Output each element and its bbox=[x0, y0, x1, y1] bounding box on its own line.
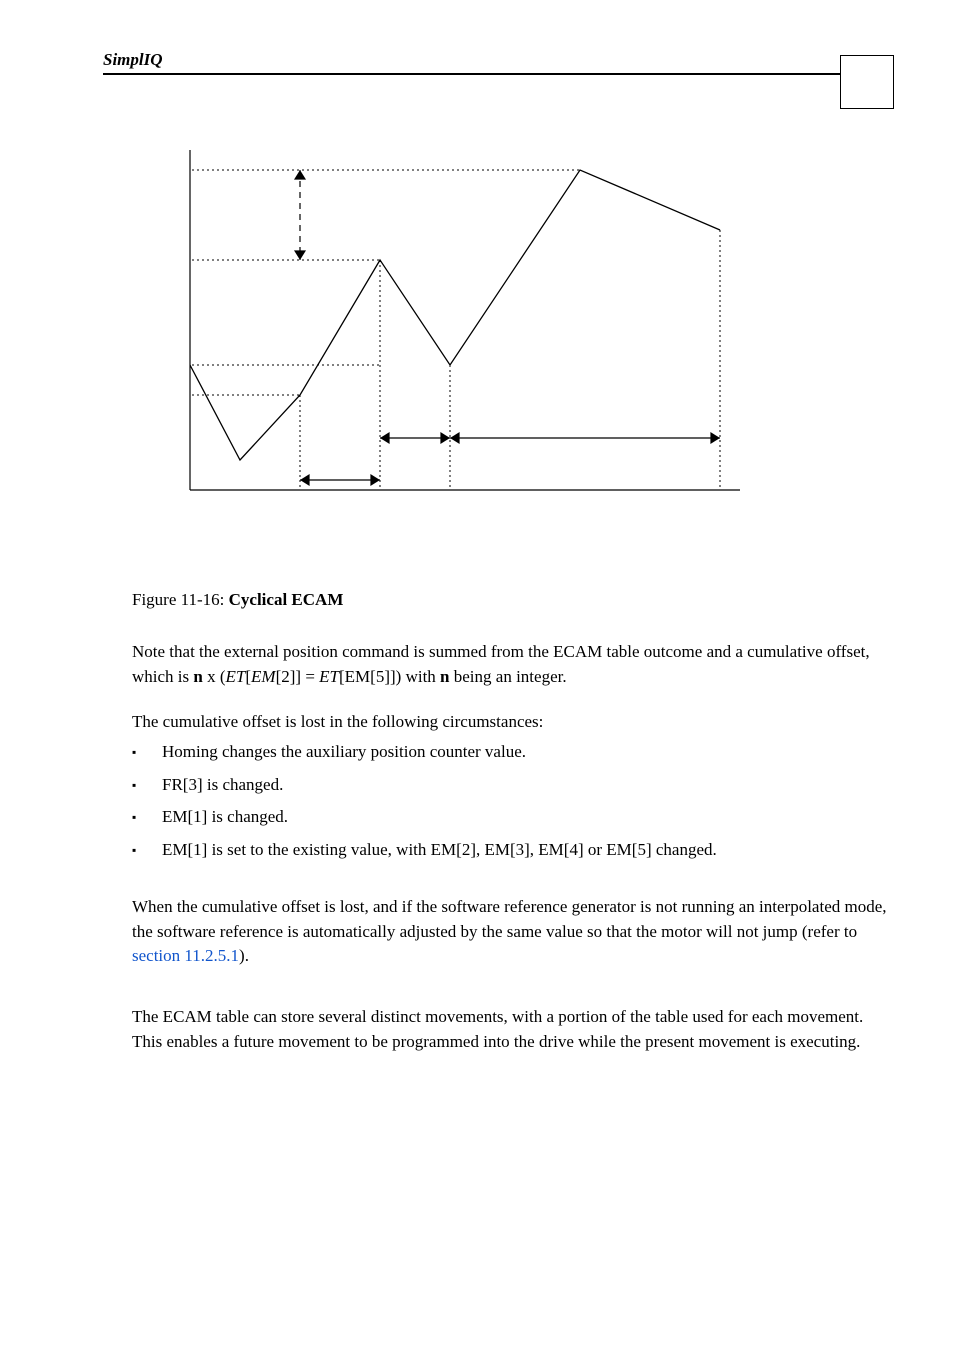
caption-title: Cyclical ECAM bbox=[229, 590, 344, 609]
bullet-icon: ▪ bbox=[132, 805, 162, 830]
bullet-text: FR[3] is changed. bbox=[162, 773, 892, 798]
bullet-icon: ▪ bbox=[132, 838, 162, 863]
bullet-icon: ▪ bbox=[132, 740, 162, 765]
paragraph-3: When the cumulative offset is lost, and … bbox=[132, 895, 892, 969]
product-name: SimplIQ bbox=[103, 50, 163, 72]
header-page-box bbox=[840, 55, 894, 109]
header-rule bbox=[103, 73, 840, 75]
paragraph-1: Note that the external position command … bbox=[132, 640, 892, 689]
bullet-list: ▪ Homing changes the auxiliary position … bbox=[132, 740, 892, 871]
bullet-text: Homing changes the auxiliary position co… bbox=[162, 740, 892, 765]
paragraph-2: The cumulative offset is lost in the fol… bbox=[132, 710, 892, 735]
ecam-diagram-svg bbox=[180, 140, 770, 520]
caption-prefix: Figure 11-16: bbox=[132, 590, 229, 609]
bullet-text: EM[1] is changed. bbox=[162, 805, 892, 830]
bullet-icon: ▪ bbox=[132, 773, 162, 798]
ecam-figure bbox=[180, 140, 770, 520]
paragraph-4: The ECAM table can store several distinc… bbox=[132, 1005, 892, 1054]
page-header: SimplIQ bbox=[103, 50, 894, 72]
section-link[interactable]: section 11.2.5.1 bbox=[132, 946, 239, 965]
list-item: ▪ Homing changes the auxiliary position … bbox=[132, 740, 892, 765]
list-item: ▪ EM[1] is changed. bbox=[132, 805, 892, 830]
figure-caption: Figure 11-16: Cyclical ECAM bbox=[132, 590, 343, 610]
bullet-text: EM[1] is set to the existing value, with… bbox=[162, 838, 892, 863]
list-item: ▪ EM[1] is set to the existing value, wi… bbox=[132, 838, 892, 863]
list-item: ▪ FR[3] is changed. bbox=[132, 773, 892, 798]
